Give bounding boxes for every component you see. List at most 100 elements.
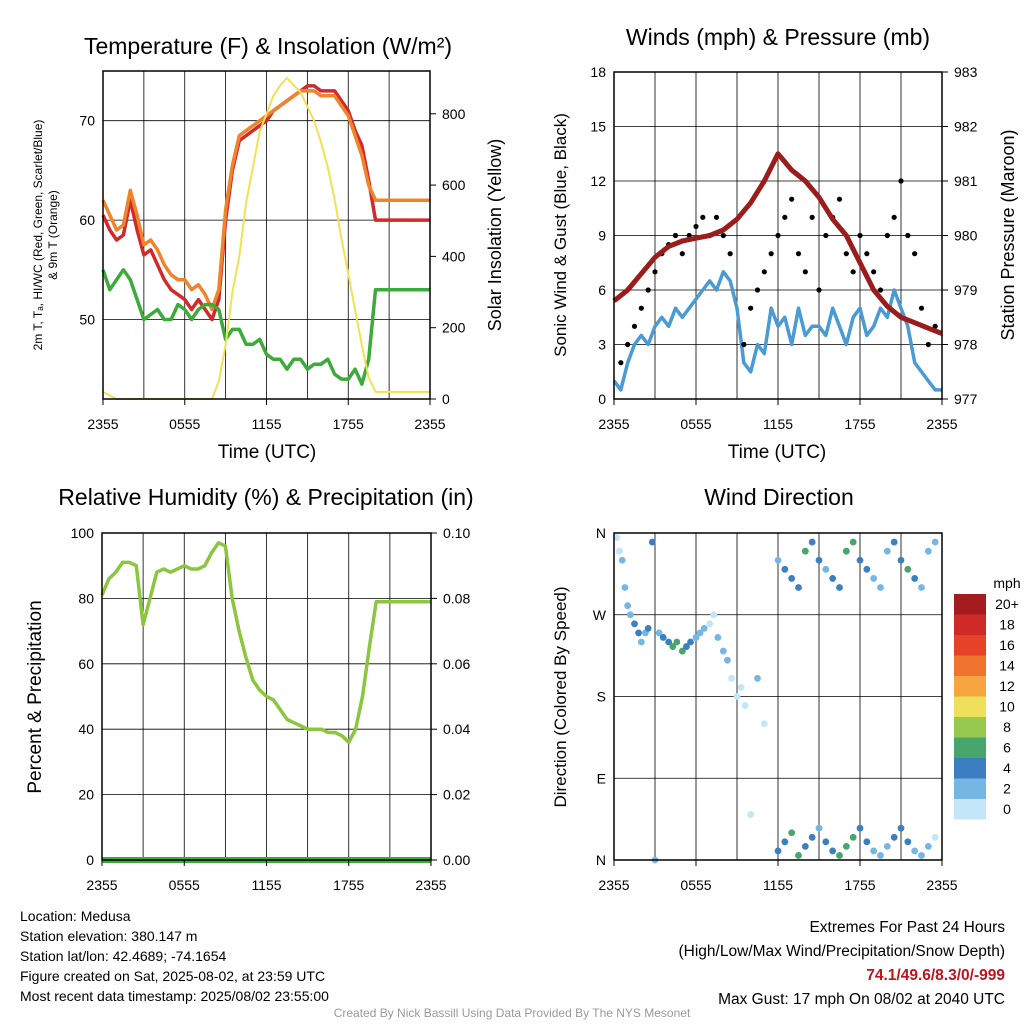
- wind-direction-y-tick-label: N: [596, 852, 606, 868]
- speed-legend-swatch: [954, 655, 986, 676]
- winds-y-tick-label: 15: [590, 119, 606, 135]
- wind-direction-point: [728, 674, 735, 682]
- winds-y-tick-label: 3: [598, 337, 606, 353]
- winds-point: [789, 196, 795, 202]
- winds-point: [775, 232, 781, 239]
- wind-direction-point: [904, 838, 912, 846]
- winds-series-line: [612, 270, 942, 392]
- temperature-y-tick-label: 60: [79, 212, 95, 228]
- temperature-y2-tick-label: 400: [442, 248, 466, 264]
- wind-direction-point: [737, 684, 745, 691]
- wind-direction-point: [829, 847, 837, 855]
- wind-direction-panel: Wind Direction 2355 0555 1155 1755 2355 N E S W N…: [551, 484, 1021, 893]
- wind-direction-point: [719, 647, 727, 655]
- wind-direction-point: [904, 565, 912, 573]
- wind-direction-point: [724, 656, 731, 664]
- wind-direction-x-tick-label: 0555: [680, 877, 711, 893]
- winds-point: [748, 305, 754, 311]
- wind-direction-point: [631, 620, 638, 628]
- winds-y2-tick-label: 977: [954, 391, 978, 407]
- winds-point: [912, 251, 918, 257]
- winds-point: [679, 251, 685, 257]
- temperature-y-axis-label-line2: & 9m T (Orange): [46, 190, 60, 280]
- wind-direction-point: [706, 620, 714, 628]
- humidity-y-tick-label: 40: [78, 721, 94, 737]
- humidity-x-tick-label: 1155: [251, 877, 281, 893]
- winds-point: [891, 214, 897, 220]
- temperature-y2-tick-label: 800: [442, 106, 466, 122]
- wind-direction-point: [883, 842, 891, 850]
- station-info: Location: Medusa Station elevation: 380.…: [20, 906, 329, 1006]
- winds-point: [884, 232, 890, 239]
- wind-direction-point: [829, 575, 837, 582]
- humidity-y2-tick-label: 0.00: [443, 852, 470, 868]
- winds-point: [782, 214, 788, 220]
- wind-direction-point: [678, 647, 686, 655]
- wind-direction-y-axis-label: Direction (Colored By Speed): [551, 586, 570, 807]
- winds-point: [836, 196, 843, 202]
- extremes-subtitle: (High/Low/Max Wind/Precipitation/Snow De…: [678, 943, 1006, 960]
- wind-direction-point: [781, 565, 789, 573]
- humidity-y2-tick-label: 0.06: [443, 656, 470, 672]
- wind-direction-point: [747, 811, 755, 818]
- winds-y2-tick-label: 982: [954, 119, 978, 135]
- temperature-chart-title: Temperature (F) & Insolation (W/m²): [84, 33, 452, 59]
- temperature-x-tick-label: 1755: [333, 416, 364, 432]
- wind-direction-point: [856, 556, 864, 564]
- winds-point: [625, 341, 631, 348]
- wind-direction-point: [613, 534, 621, 541]
- wind-direction-point: [754, 674, 761, 682]
- max-gust-text: Max Gust: 17 mph On 08/02 at 2040 UTC: [718, 991, 1005, 1008]
- wind-direction-y-tick-label: N: [596, 525, 606, 541]
- wind-direction-point: [924, 842, 932, 850]
- humidity-x-tick-label: 0555: [169, 877, 200, 893]
- humidity-y2-tick-label: 0.02: [443, 787, 470, 803]
- wind-direction-point: [870, 847, 878, 855]
- wind-direction-y-tick-label: W: [593, 607, 607, 623]
- wind-direction-point: [741, 702, 749, 709]
- speed-legend-swatch: [954, 614, 986, 635]
- elevation-text: Station elevation: 380.147 m: [20, 928, 198, 944]
- winds-point: [645, 287, 651, 293]
- humidity-y-tick-label: 60: [78, 656, 94, 672]
- speed-legend-swatch: [954, 676, 986, 697]
- wind-direction-x-tick-label: 2355: [598, 877, 629, 893]
- wind-direction-point: [897, 556, 905, 564]
- wind-direction-point: [849, 538, 857, 546]
- winds-point: [823, 232, 829, 239]
- speed-legend-label: 12: [999, 678, 1015, 694]
- wind-direction-point: [890, 538, 898, 546]
- winds-point: [905, 232, 911, 239]
- winds-point: [857, 232, 863, 239]
- speed-legend-label: 10: [999, 699, 1015, 715]
- wind-direction-point: [795, 584, 802, 591]
- winds-point: [843, 251, 849, 257]
- wind-direction-point: [836, 584, 843, 591]
- wind-direction-point: [774, 847, 782, 855]
- wind-direction-point: [683, 643, 690, 650]
- speed-legend-title: mph: [993, 575, 1020, 591]
- temperature-y-axis-label-line1: 2m T, Tₐ, HI/WC (Red, Green, Scarlet/Blu…: [31, 120, 45, 351]
- temperature-x-tick-label: 1155: [251, 416, 281, 432]
- wind-direction-point: [897, 824, 905, 832]
- speed-legend-label: 0: [1003, 801, 1011, 817]
- wind-direction-point: [801, 842, 809, 850]
- humidity-series-line: [100, 541, 431, 745]
- winds-x-axis-label: Time (UTC): [728, 442, 827, 463]
- wind-direction-point: [822, 838, 830, 846]
- winds-x-tick-label: 1755: [844, 416, 875, 432]
- temperature-y2-axis-label: Solar Insolation (Yellow): [485, 139, 505, 331]
- speed-legend-swatch: [954, 758, 986, 779]
- wind-direction-y-tick-label: S: [597, 689, 606, 705]
- temperature-series-line: [101, 84, 430, 322]
- temperature-panel: Temperature (F) & Insolation (W/m²) 2355…: [31, 33, 505, 463]
- wind-direction-point: [659, 634, 667, 641]
- speed-legend-label: 8: [1003, 719, 1011, 735]
- wind-direction-point: [669, 643, 677, 650]
- wind-direction-point: [877, 584, 884, 591]
- speed-legend-label: 14: [999, 658, 1015, 674]
- wind-direction-point: [788, 575, 796, 582]
- speed-legend-swatch: [954, 696, 986, 717]
- winds-y-tick-label: 12: [590, 173, 606, 189]
